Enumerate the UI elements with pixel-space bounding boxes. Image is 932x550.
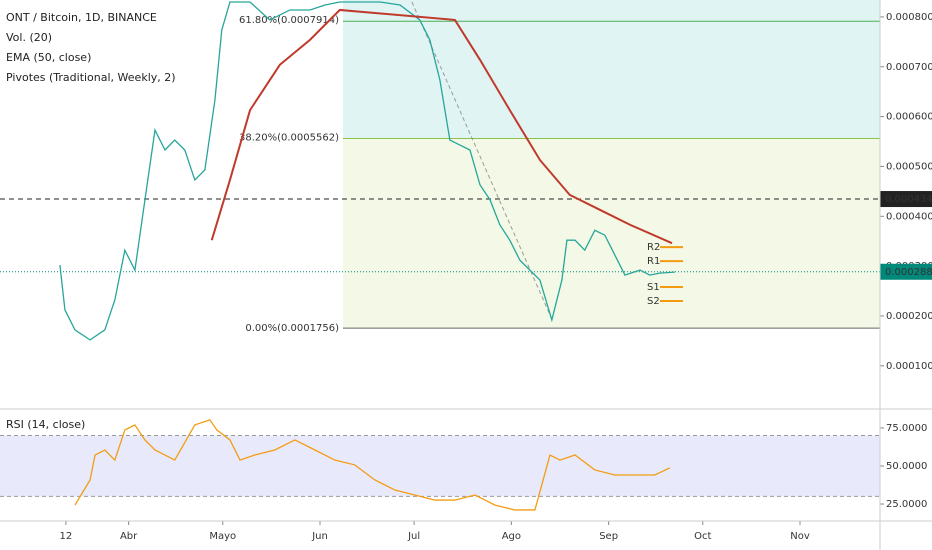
fib-label: 0.00%(0.0001756) [245, 323, 339, 334]
x-tick-label: Abr [120, 531, 138, 542]
price-tag [880, 191, 932, 208]
y-tick-label: 25.0000 [886, 499, 927, 510]
x-tick-label: Oct [694, 531, 711, 542]
series-line [210, 8, 673, 245]
indicator-label: Pivotes (Traditional, Weekly, 2) [6, 71, 176, 84]
indicator-label: Vol. (20) [6, 31, 52, 44]
series-line [59, 1, 675, 341]
chart-title: ONT / Bitcoin, 1D, BINANCE [6, 11, 157, 24]
pivot-label: R1 [647, 256, 660, 267]
fib-zone [343, 0, 880, 139]
price-tag-label: 0.0002887 [885, 267, 932, 278]
x-tick-label: Mayo [209, 531, 236, 542]
pivot-label: R2 [647, 242, 660, 253]
pivot-label: S2 [647, 296, 660, 307]
fib-zone [343, 138, 880, 329]
indicator-label: EMA (50, close) [6, 51, 91, 64]
rsi-band [0, 435, 880, 497]
x-tick-label: 12 [60, 531, 73, 542]
fib-label: 61.80%(0.0007914) [239, 15, 339, 26]
x-tick-label: Jun [311, 531, 328, 542]
x-tick-label: Sep [599, 531, 618, 542]
x-tick-label: Ago [502, 531, 521, 542]
y-tick-label: 50.0000 [886, 461, 927, 472]
series-line [74, 419, 671, 511]
y-tick-label: 75.0000 [886, 423, 927, 434]
rsi-title: RSI (14, close) [6, 418, 85, 431]
price-tag [880, 263, 932, 280]
trend-line [411, 1, 554, 323]
pivot-label: S1 [647, 282, 660, 293]
x-tick-label: Jul [407, 531, 420, 542]
x-tick-label: Nov [790, 531, 810, 542]
price-tag-label: 0.0004346 [885, 194, 932, 205]
fib-label: 38.20%(0.0005562) [239, 132, 339, 143]
